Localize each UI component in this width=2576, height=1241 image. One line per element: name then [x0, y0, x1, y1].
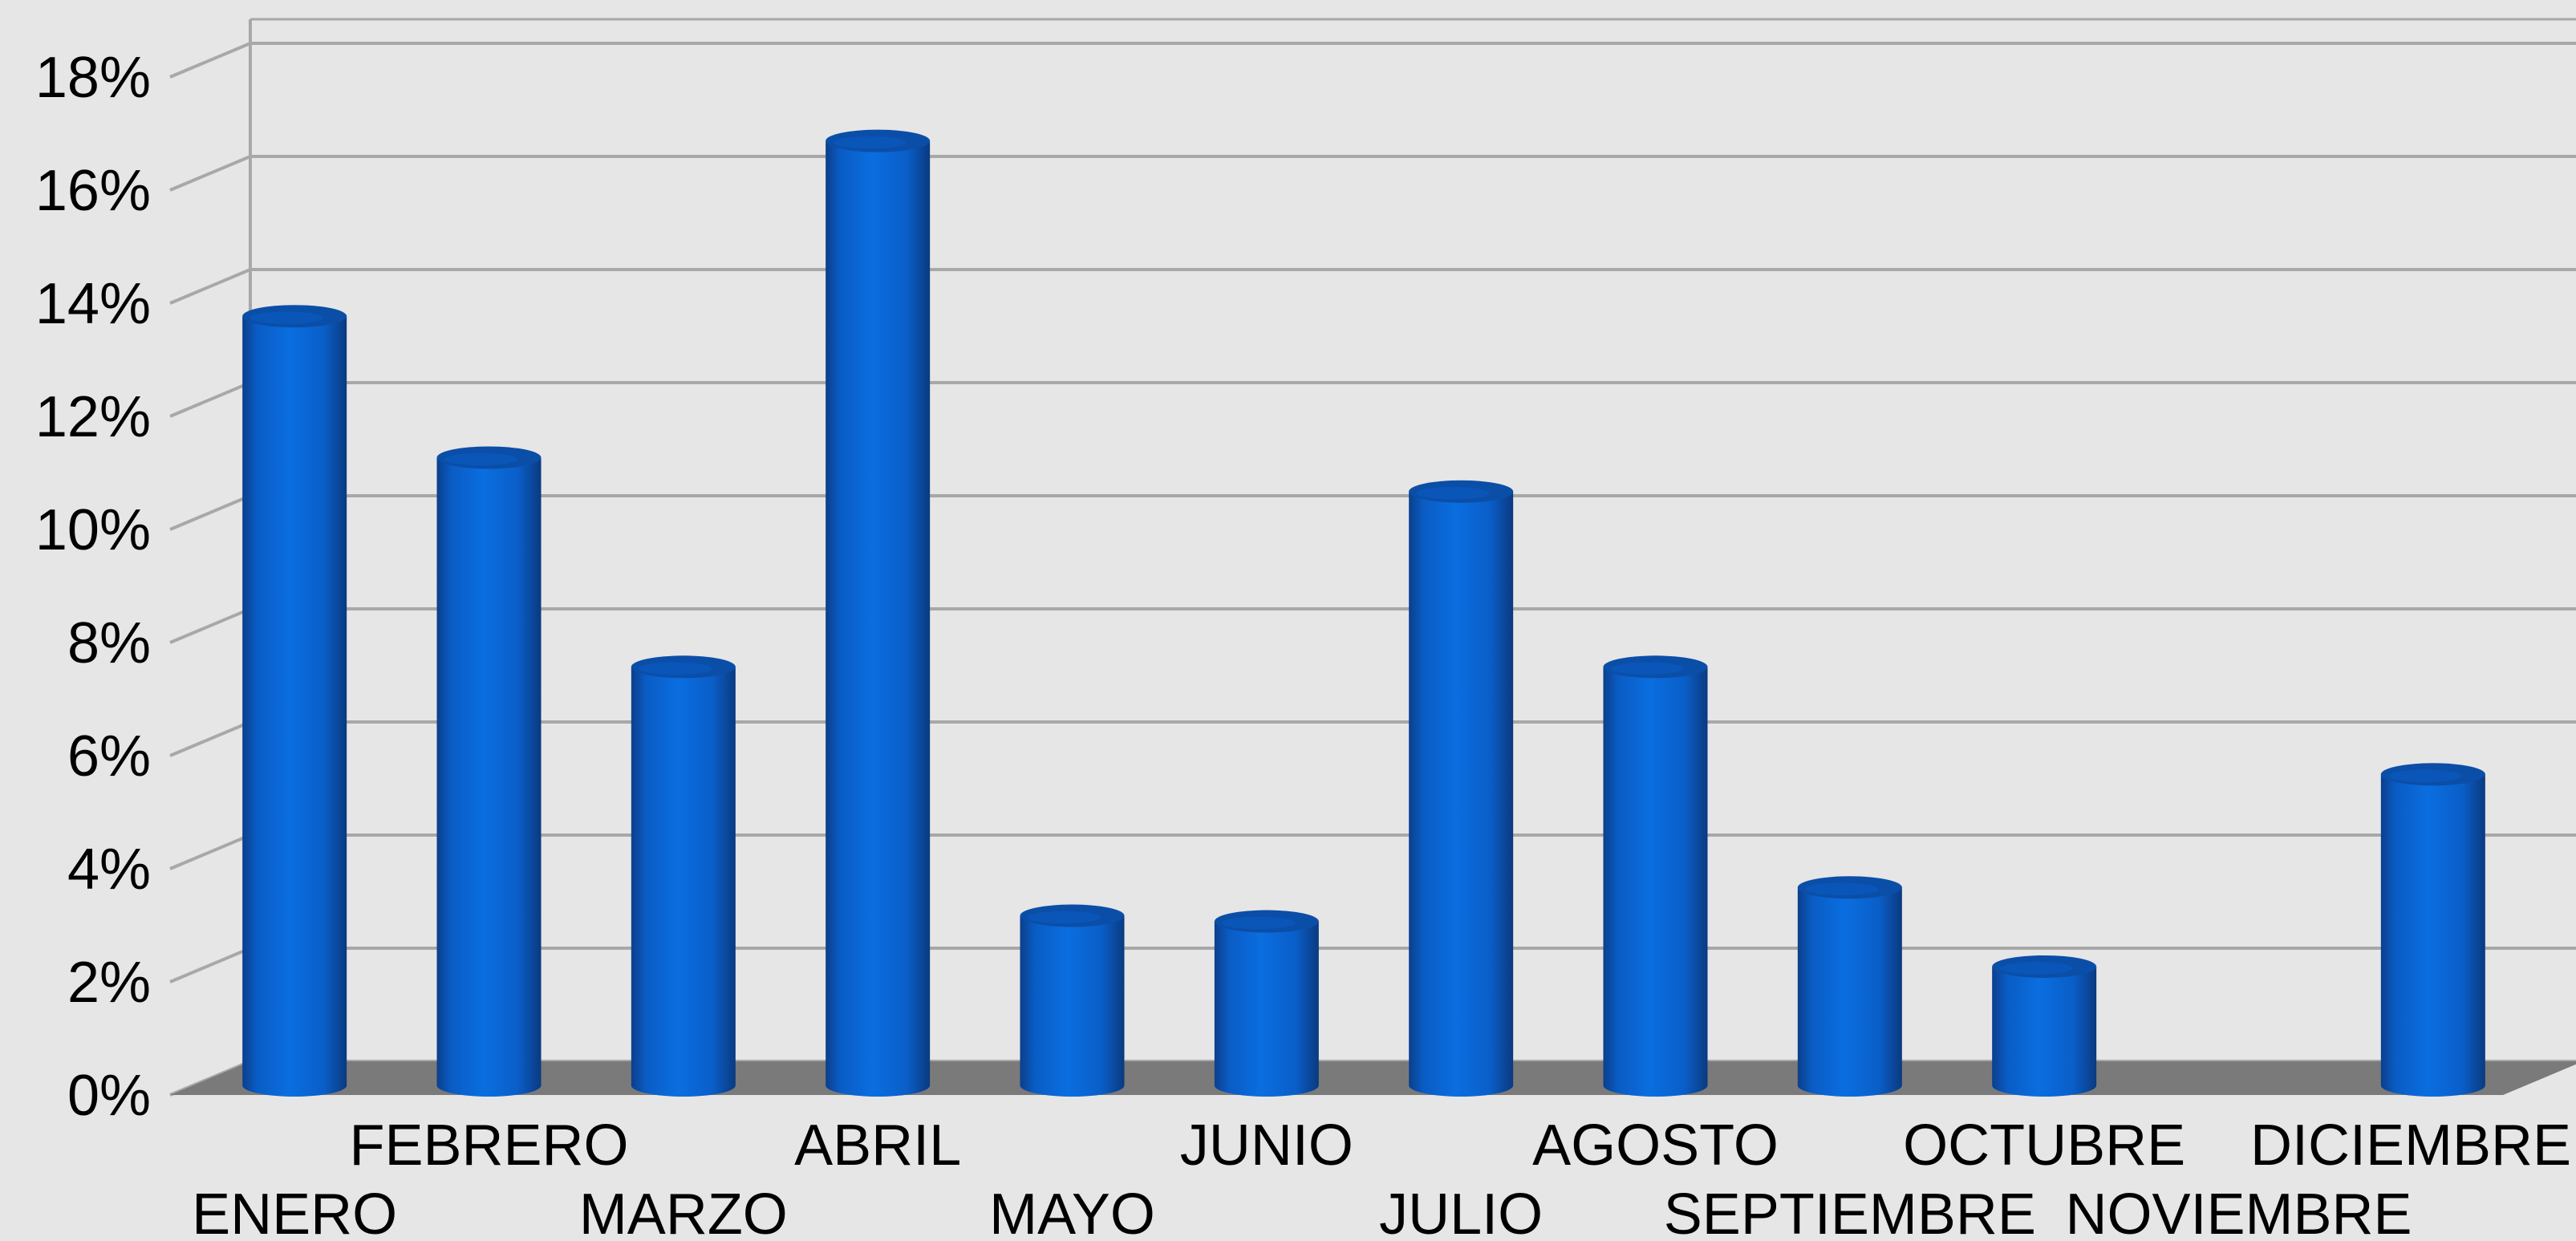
gridline-side: [169, 947, 251, 983]
bar-body: [1603, 667, 1708, 1097]
bar-top-highlight: [1999, 962, 2073, 975]
gridline-side: [169, 720, 251, 757]
x-tick-label: ENERO: [192, 1182, 397, 1237]
bar-body: [242, 316, 347, 1097]
x-tick-label: ABRIL: [794, 1113, 961, 1178]
y-tick-label: 10%: [35, 498, 151, 562]
x-tick-label: NOVIEMBRE: [2065, 1182, 2412, 1237]
y-tick-label: 0%: [67, 1064, 151, 1128]
bar: [1409, 480, 1514, 1097]
bar-body: [1797, 887, 1902, 1097]
bar-top-highlight: [1416, 487, 1490, 500]
chart-floor: [170, 1061, 2576, 1095]
gridline-side: [169, 268, 251, 305]
x-tick-label: MARZO: [579, 1182, 788, 1237]
y-tick-label: 14%: [35, 272, 151, 336]
y-tick-label: 12%: [35, 385, 151, 449]
bar-body: [826, 140, 931, 1097]
bar-top-highlight: [249, 311, 323, 324]
gridline-side: [169, 607, 251, 644]
x-tick-label: OCTUBRE: [1903, 1113, 2185, 1178]
bar: [1797, 876, 1902, 1097]
gridline-side: [169, 155, 251, 192]
y-axis-tick-labels: 0% 2% 4% 6% 8% 10% 12% 14% 16% 18%: [35, 46, 151, 1128]
x-tick-label: MAYO: [989, 1182, 1155, 1237]
y-tick-label: 16%: [35, 159, 151, 223]
x-tick-label: JULIO: [1379, 1182, 1543, 1237]
bar-top-highlight: [639, 662, 712, 675]
bar: [1020, 904, 1125, 1097]
y-tick-label: 18%: [35, 46, 151, 110]
y-tick-label: 6%: [67, 724, 151, 789]
bar: [242, 305, 347, 1097]
x-tick-label: JUNIO: [1180, 1113, 1353, 1178]
bar: [1992, 955, 2097, 1097]
bar-top-highlight: [2388, 769, 2462, 782]
bar-top-highlight: [1805, 882, 1879, 895]
x-tick-label: SEPTIEMBRE: [1664, 1182, 2036, 1237]
bar-top-highlight: [833, 136, 907, 149]
bar-body: [1409, 491, 1514, 1097]
bar-body: [1020, 915, 1125, 1097]
bar-body: [436, 457, 542, 1097]
gridline-side: [169, 833, 251, 870]
bar-top-highlight: [444, 452, 517, 466]
bar: [826, 129, 931, 1097]
bar: [631, 655, 736, 1097]
x-tick-label: FEBRERO: [349, 1113, 628, 1178]
bar-body: [2380, 774, 2485, 1097]
bar: [436, 446, 542, 1097]
bar-body: [1992, 966, 2097, 1097]
bar: [2380, 763, 2485, 1097]
bar: [1214, 910, 1319, 1097]
bars-layer: [242, 129, 2485, 1097]
bar-top-highlight: [1222, 916, 1296, 930]
y-tick-label: 4%: [67, 837, 151, 902]
gridline-side: [169, 42, 251, 79]
bar: [1603, 655, 1708, 1097]
y-tick-label: 8%: [67, 611, 151, 675]
x-tick-label: AGOSTO: [1532, 1113, 1779, 1178]
bar-top-highlight: [1028, 910, 1101, 924]
bar-top-highlight: [1611, 662, 1684, 675]
y-tick-label: 2%: [67, 951, 151, 1015]
x-tick-label: DICIEMBRE: [2250, 1113, 2571, 1178]
gridline-side: [169, 381, 251, 418]
bar-body: [631, 667, 736, 1097]
gridline-side: [169, 494, 251, 531]
bar-body: [1214, 921, 1319, 1097]
